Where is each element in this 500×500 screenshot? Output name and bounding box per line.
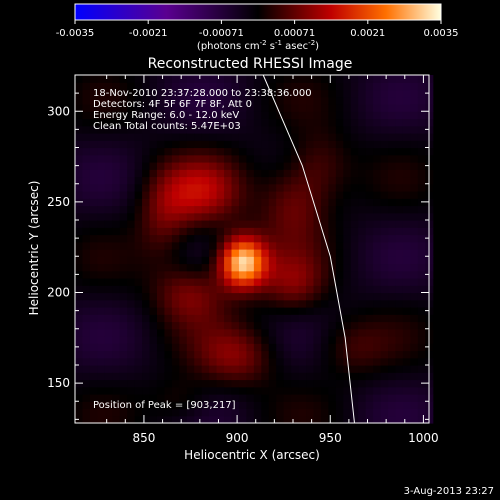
colorbar-tick-label: -0.0021 [129, 28, 168, 39]
axis-ticks: 850 900 950 1000 150 200 250 300 [47, 74, 439, 445]
chart-title: Reconstructed RHESSI Image [148, 56, 353, 72]
x-tick-label: 850 [132, 431, 155, 445]
y-axis-label: Heliocentric Y (arcsec) [27, 181, 41, 316]
y-tick-label: 250 [47, 195, 70, 209]
annotation-peak: Position of Peak = [903,217] [93, 400, 236, 411]
colorbar [74, 3, 442, 21]
colorbar-ticks: -0.0035 -0.0021 -0.00071 0.00071 0.0021 0.003… [56, 20, 459, 39]
annotation-clean: Clean Total counts: 5.47E+03 [93, 121, 241, 132]
heatmap-image [75, 75, 434, 424]
annotation-detectors: Detectors: 4F 5F 6F 7F 8F, Att 0 [93, 99, 252, 110]
annotation-time: 18-Nov-2010 23:37:28.000 to 23:38:36.000 [93, 88, 312, 99]
colorbar-unit: (photons cm-2 s-1 asec-2) [197, 39, 319, 52]
y-tick-label: 200 [47, 286, 70, 300]
colorbar-tick-label: 0.0021 [350, 28, 385, 39]
x-tick-label: 900 [226, 431, 249, 445]
x-tick-label: 1000 [408, 431, 439, 445]
colorbar-tick-label: -0.00071 [199, 28, 244, 39]
x-axis-label: Heliocentric X (arcsec) [184, 448, 320, 462]
footer-date: 3-Aug-2013 23:27 [404, 486, 494, 497]
y-tick-label: 150 [47, 376, 70, 390]
colorbar-tick-label: -0.0035 [56, 28, 95, 39]
solar-limb-arc [262, 74, 355, 424]
y-tick-label: 300 [47, 104, 70, 118]
x-tick-label: 950 [319, 431, 342, 445]
colorbar-tick-label: 0.0035 [424, 28, 459, 39]
colorbar-tick-label: 0.00071 [274, 28, 315, 39]
plot-frame [74, 74, 430, 424]
annotation-energy: Energy Range: 6.0 - 12.0 keV [93, 110, 239, 121]
